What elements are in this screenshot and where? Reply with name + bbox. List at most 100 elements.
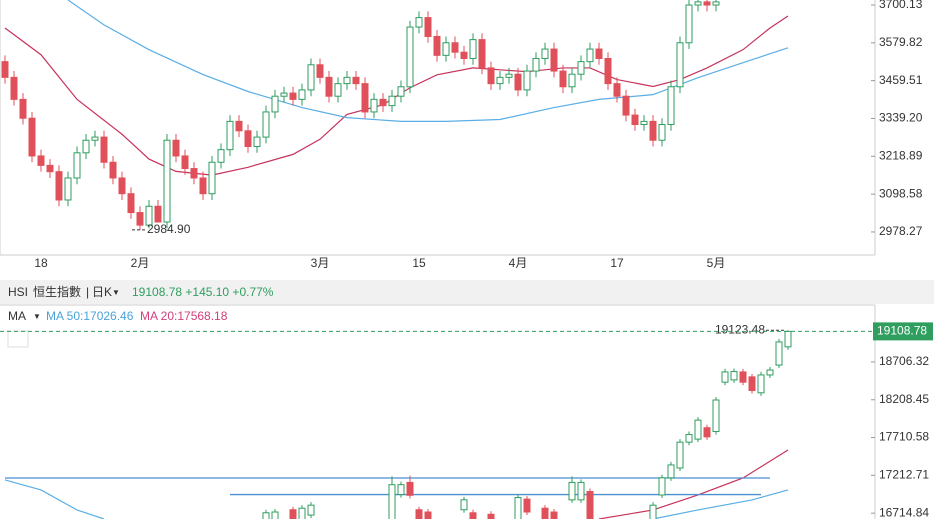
candle-body — [253, 136, 261, 148]
x-tick-label: 5月 — [707, 256, 726, 270]
candle-body — [658, 477, 666, 496]
candle-body — [487, 67, 495, 85]
candle-body — [415, 509, 423, 519]
candle-body — [631, 114, 639, 126]
candle-body — [208, 161, 216, 195]
candle-body — [469, 512, 477, 519]
candle-body — [307, 64, 315, 91]
candle-body — [271, 95, 279, 113]
candle-body — [451, 42, 459, 53]
x-tick-label: 15 — [412, 256, 426, 270]
candle-body — [370, 98, 378, 113]
candle-body — [136, 212, 144, 226]
y-tick-label: 3579.82 — [879, 35, 923, 49]
candle-body — [397, 86, 405, 97]
y-tick-label: 3700.13 — [879, 0, 923, 11]
annotation: 2984.90 — [147, 222, 191, 236]
candle-body — [163, 139, 171, 223]
candle-body — [1, 61, 9, 78]
x-tick-label: 17 — [610, 256, 624, 270]
quote: 19108.78 +145.10 +0.77% — [132, 285, 274, 299]
candle-body — [568, 73, 576, 88]
candle-body — [559, 70, 567, 88]
y-tick-label: 3459.51 — [879, 73, 923, 87]
candle-body — [685, 4, 693, 44]
candle-body — [514, 73, 522, 91]
separator: | — [86, 285, 89, 299]
candle-body — [316, 64, 324, 78]
x-tick-label: 2月 — [131, 256, 150, 270]
y-tick-label: 2978.27 — [879, 224, 923, 238]
candle-body — [64, 177, 72, 201]
candle-body — [586, 491, 594, 519]
candle-body — [487, 513, 495, 519]
candle-body — [10, 76, 18, 100]
candle-body — [100, 136, 108, 163]
candle-body — [280, 92, 288, 97]
candle-body — [577, 61, 585, 75]
candle-body — [406, 26, 414, 88]
candle-body — [388, 95, 396, 107]
candle-body — [460, 51, 468, 59]
candle-body — [757, 374, 765, 394]
candle-body — [181, 155, 189, 170]
x-tick-label: 18 — [34, 256, 48, 270]
period[interactable]: 日K — [92, 285, 112, 299]
candle-body — [424, 511, 432, 519]
candle-body — [649, 504, 657, 519]
candle-body — [550, 48, 558, 72]
candle-body — [379, 98, 387, 107]
plot-area — [1, 0, 789, 230]
candle-body — [172, 139, 180, 157]
candle-body — [91, 136, 99, 141]
candle-body — [649, 120, 657, 141]
candle-body — [397, 484, 405, 496]
candle-body — [325, 76, 333, 97]
legend-label[interactable]: MA — [8, 309, 26, 323]
candle-body — [109, 161, 117, 179]
y-tick-label: 3098.58 — [879, 186, 923, 200]
candle-body — [28, 117, 36, 157]
candle-body — [199, 177, 207, 195]
y-tick-label: 3339.20 — [879, 111, 923, 125]
candle-body — [217, 149, 225, 163]
candle-body — [613, 83, 621, 97]
symbol: HSI — [8, 285, 28, 299]
candle-body — [289, 92, 297, 100]
candle-body — [361, 83, 369, 113]
settings-button[interactable] — [7, 330, 29, 348]
candle-body — [730, 371, 738, 381]
candle-body — [406, 481, 414, 496]
header-bar — [0, 280, 934, 304]
candle-body — [523, 70, 531, 91]
candle-body — [667, 464, 675, 479]
candle-body — [703, 1, 711, 6]
candle-body — [694, 1, 702, 6]
dropdown-arrow[interactable]: ▼ — [33, 312, 41, 321]
candle-body — [622, 95, 630, 116]
candle-body — [658, 124, 666, 141]
candle-body — [226, 120, 234, 151]
x-tick-label: 4月 — [509, 256, 528, 270]
candle-body — [118, 177, 126, 195]
candle-body — [595, 48, 603, 59]
legend-item: MA 20:17568.18 — [140, 309, 228, 323]
y-tick-label: 17212.71 — [879, 468, 929, 482]
candle-body — [262, 111, 270, 138]
candle-body — [352, 76, 360, 85]
candle-body — [676, 42, 684, 88]
candle-body — [145, 205, 153, 226]
dropdown-arrow[interactable]: ▼ — [112, 288, 120, 297]
candle-body — [307, 504, 315, 516]
candle-body — [127, 193, 135, 214]
candle-body — [685, 434, 693, 443]
index-name[interactable]: 恒生指數 — [33, 284, 81, 299]
candle-body — [604, 57, 612, 85]
candle-body — [739, 371, 747, 383]
candle-body — [433, 35, 441, 56]
y-tick-label: 18208.45 — [879, 392, 929, 406]
candle-body — [46, 164, 54, 173]
candle-body — [514, 497, 522, 519]
candle-body — [586, 48, 594, 63]
